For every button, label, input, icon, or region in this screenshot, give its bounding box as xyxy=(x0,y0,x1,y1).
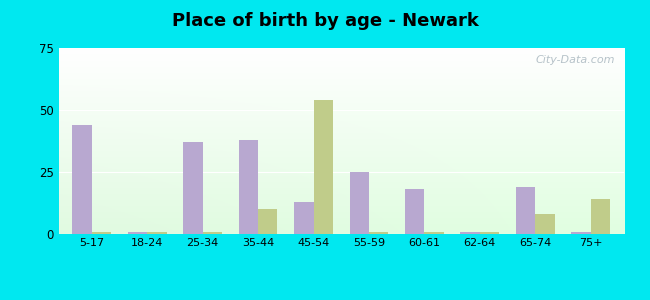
Bar xyxy=(258,209,278,234)
Bar xyxy=(405,189,424,234)
Bar xyxy=(183,142,203,234)
Bar xyxy=(203,232,222,234)
Bar xyxy=(147,232,166,234)
Bar xyxy=(369,232,389,234)
Bar xyxy=(460,232,480,234)
Bar xyxy=(313,100,333,234)
Text: Place of birth by age - Newark: Place of birth by age - Newark xyxy=(172,12,478,30)
Text: City-Data.com: City-Data.com xyxy=(536,56,616,65)
Bar xyxy=(128,232,147,234)
Bar xyxy=(536,214,554,234)
Bar xyxy=(480,232,499,234)
Bar xyxy=(239,140,258,234)
Bar xyxy=(571,232,591,234)
Bar xyxy=(350,172,369,234)
Bar xyxy=(516,187,536,234)
Bar xyxy=(591,199,610,234)
Bar xyxy=(424,232,444,234)
Bar xyxy=(92,232,111,234)
Bar xyxy=(72,125,92,234)
Bar xyxy=(294,202,313,234)
